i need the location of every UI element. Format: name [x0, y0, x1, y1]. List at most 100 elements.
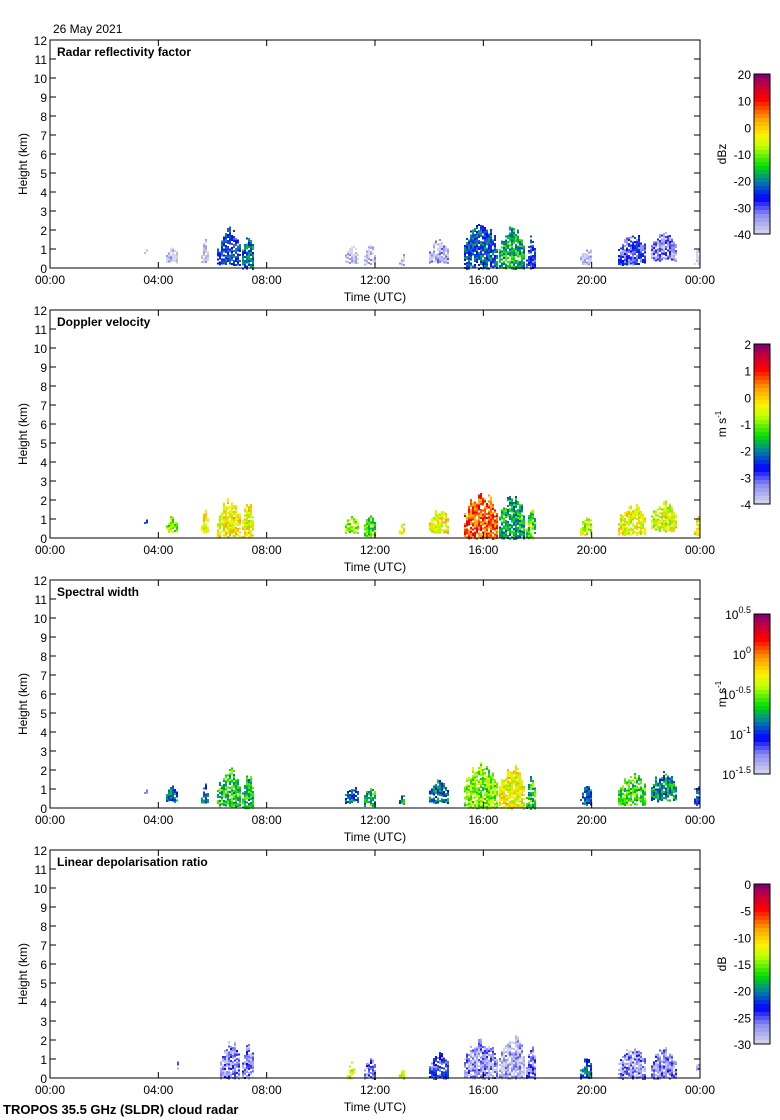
data-cell [511, 251, 513, 254]
data-cell [464, 535, 466, 537]
data-cell [203, 529, 205, 532]
data-cell [223, 778, 225, 781]
data-cell [464, 802, 466, 805]
data-cell [513, 522, 515, 524]
data-cell [219, 253, 221, 256]
data-cell [351, 797, 353, 799]
data-cell [584, 261, 586, 263]
data-cell [517, 806, 519, 808]
data-cell [168, 530, 170, 533]
data-cell [232, 1048, 234, 1051]
data-cell [534, 805, 536, 808]
data-cell [482, 1052, 484, 1054]
data-cell [403, 1071, 405, 1074]
data-cell [669, 521, 671, 524]
data-cell [480, 259, 482, 261]
data-cell [626, 255, 628, 258]
data-cell [478, 1053, 480, 1056]
data-cell [174, 788, 176, 791]
data-cell [470, 1062, 472, 1064]
data-cell [523, 787, 525, 790]
data-cell [229, 240, 231, 243]
data-cell [580, 798, 582, 801]
data-cell [486, 792, 488, 794]
data-cell [636, 238, 638, 241]
data-cell [673, 783, 675, 785]
data-cell [237, 245, 239, 248]
data-cell [667, 781, 669, 784]
data-cell [665, 791, 667, 794]
data-cell [445, 1059, 447, 1062]
data-cell [490, 532, 492, 535]
data-cell [203, 525, 205, 528]
data-cell [640, 256, 642, 259]
data-cell [353, 793, 355, 796]
data-cell [632, 512, 634, 515]
data-cell [470, 508, 472, 511]
data-cell [659, 234, 661, 237]
data-cell [372, 1071, 374, 1074]
data-cell [507, 1065, 509, 1068]
data-cell [174, 254, 176, 256]
x-tick-label: 16:00 [468, 273, 498, 287]
data-cell [675, 246, 677, 249]
colorbar-swatch [754, 106, 770, 111]
data-cell [496, 1071, 498, 1074]
data-cell [490, 777, 492, 780]
data-cell [523, 1070, 525, 1072]
data-cell [628, 514, 630, 517]
data-cell [250, 510, 252, 513]
colorbar-swatch [754, 356, 770, 361]
colorbar-swatch [754, 158, 770, 163]
data-cell [659, 506, 661, 508]
data-cell [644, 243, 646, 246]
data-cell [511, 502, 513, 505]
data-cell [431, 798, 433, 801]
data-cell [657, 242, 659, 245]
data-cell [439, 517, 441, 520]
data-cell [620, 263, 622, 266]
data-cell [523, 531, 525, 534]
data-cell [511, 785, 513, 788]
data-cell [632, 249, 634, 252]
data-cell [235, 783, 237, 786]
data-cell [478, 532, 480, 535]
data-cell [515, 511, 517, 514]
data-cell [437, 243, 439, 246]
data-cell [480, 514, 482, 517]
data-cell [513, 228, 515, 230]
data-cell [219, 801, 221, 804]
data-cell [634, 241, 636, 244]
data-cell [519, 1057, 521, 1060]
data-cell [653, 251, 655, 253]
colorbar-swatch [754, 766, 770, 771]
data-cell [445, 519, 447, 522]
data-cell [698, 792, 700, 795]
data-cell [437, 259, 439, 262]
data-cell [517, 261, 519, 264]
data-cell [437, 781, 439, 784]
data-cell [470, 800, 472, 803]
data-cell [530, 259, 532, 262]
data-cell [351, 256, 353, 259]
data-cell [445, 523, 447, 526]
data-cell [503, 796, 505, 799]
data-cell [515, 1061, 517, 1064]
data-cell [638, 238, 640, 241]
data-cell [657, 250, 659, 253]
data-cell [233, 779, 235, 782]
data-cell [244, 1073, 246, 1076]
data-cell [228, 1067, 230, 1070]
data-cell [523, 1068, 525, 1070]
data-cell [505, 520, 507, 523]
data-cell [530, 783, 532, 786]
data-cell [470, 1060, 472, 1062]
data-cell [628, 528, 630, 531]
data-cell [472, 251, 474, 254]
data-cell [230, 1054, 232, 1056]
data-cell [698, 257, 700, 259]
data-cell [351, 528, 353, 531]
data-cell [663, 787, 665, 790]
data-cell [673, 519, 675, 522]
data-cell [588, 251, 590, 254]
